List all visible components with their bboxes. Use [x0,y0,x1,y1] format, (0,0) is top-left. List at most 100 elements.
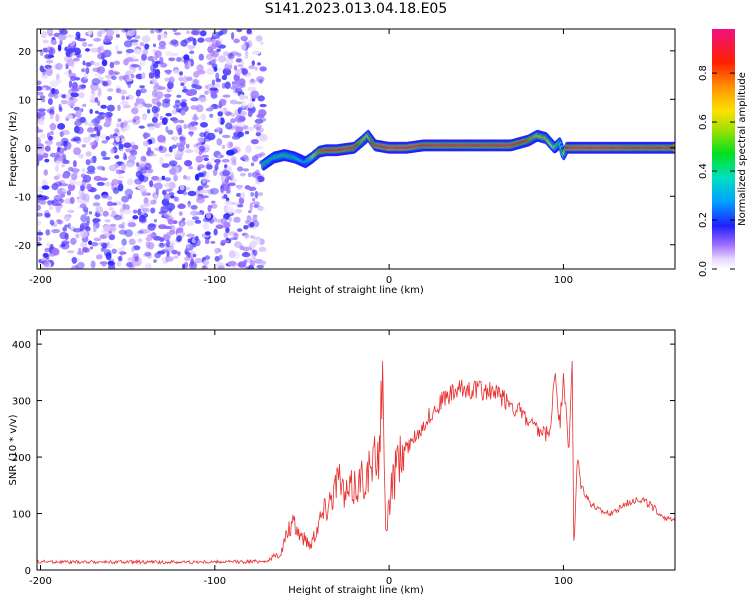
noise-blob [257,192,264,197]
noise-blob [242,246,250,252]
noise-blob [137,103,144,109]
noise-blob [197,137,205,143]
noise-blob [173,69,180,75]
noise-blob [47,200,53,206]
noise-blob [104,219,111,223]
noise-blob [255,35,263,42]
noise-blob [123,120,129,126]
noise-blob [101,59,108,67]
colorbar-tick-label: 0.0 [698,261,709,277]
noise-blob [223,194,228,199]
noise-blob [214,164,219,171]
noise-blob [143,197,149,205]
noise-blob [237,204,244,208]
noise-blob [47,98,53,105]
noise-blob [251,254,257,262]
noise-blob [177,127,183,136]
noise-blob [73,106,81,111]
noise-blob [234,241,242,248]
noise-blob [153,259,157,263]
noise-blob [196,69,206,75]
noise-blob [81,179,87,186]
noise-blob [215,72,220,80]
noise-blob [178,144,185,152]
noise-blob [180,82,185,86]
noise-blob [110,148,115,154]
y-tick-label: -10 [15,192,31,203]
noise-blob [174,99,181,108]
noise-blob [170,39,178,45]
noise-blob [59,29,68,35]
noise-blob [87,30,93,36]
noise-blob [238,78,246,86]
noise-blob [37,198,41,204]
noise-blob [55,154,65,162]
noise-blob [77,38,87,42]
noise-blob [147,108,151,114]
noise-blob [66,58,74,67]
noise-blob [234,87,243,94]
noise-blob [260,41,264,45]
noise-blob [109,223,117,227]
noise-blob [216,48,221,52]
noise-blob [259,79,263,84]
noise-blob [259,66,267,72]
noise-blob [80,214,88,223]
noise-blob [164,182,172,188]
noise-blob [39,65,44,72]
noise-blob [125,96,129,100]
noise-blob [86,170,96,175]
noise-blob [178,211,183,216]
noise-blob [100,247,105,252]
noise-blob [131,42,139,46]
noise-blob [148,72,155,79]
noise-blob [68,69,72,75]
y-tick-label: 0 [25,144,31,155]
noise-blob [86,127,95,133]
noise-blob [144,262,152,269]
noise-blob [111,178,119,185]
noise-blob [168,168,177,175]
noise-blob [244,130,250,135]
noise-blob [202,178,206,184]
noise-blob [58,34,67,41]
noise-blob [237,185,242,191]
noise-blob [49,130,54,136]
noise-blob [37,85,43,91]
noise-blob [120,100,129,105]
noise-blob [246,126,255,131]
noise-blob [98,125,102,132]
noise-blob [62,173,70,179]
noise-blob [125,162,134,168]
noise-blob [177,203,186,209]
noise-blob [255,169,260,176]
noise-blob [232,81,240,89]
noise-blob [64,224,70,228]
noise-blob [106,244,114,248]
noise-blob [126,78,133,82]
noise-blob [111,248,117,254]
noise-blob [90,157,94,164]
noise-blob [48,135,53,141]
y-tick-label: 100 [12,510,31,521]
noise-blob [137,238,143,243]
noise-blob [183,38,192,43]
noise-blob [138,174,145,182]
noise-blob [198,53,204,61]
noise-blob [184,149,194,154]
y-tick-label: 400 [12,340,31,351]
noise-blob [142,207,150,213]
noise-blob [146,123,155,128]
noise-blob [112,141,120,146]
noise-blob [210,44,218,50]
noise-blob [158,40,166,48]
noise-blob [158,45,166,50]
noise-blob [242,168,250,172]
noise-blob [72,57,80,62]
noise-blob [234,115,244,123]
noise-blob [55,141,65,147]
noise-blob [181,99,187,103]
noise-blob [171,249,178,255]
noise-blob [161,101,171,108]
x-tick-label: -200 [29,576,52,587]
